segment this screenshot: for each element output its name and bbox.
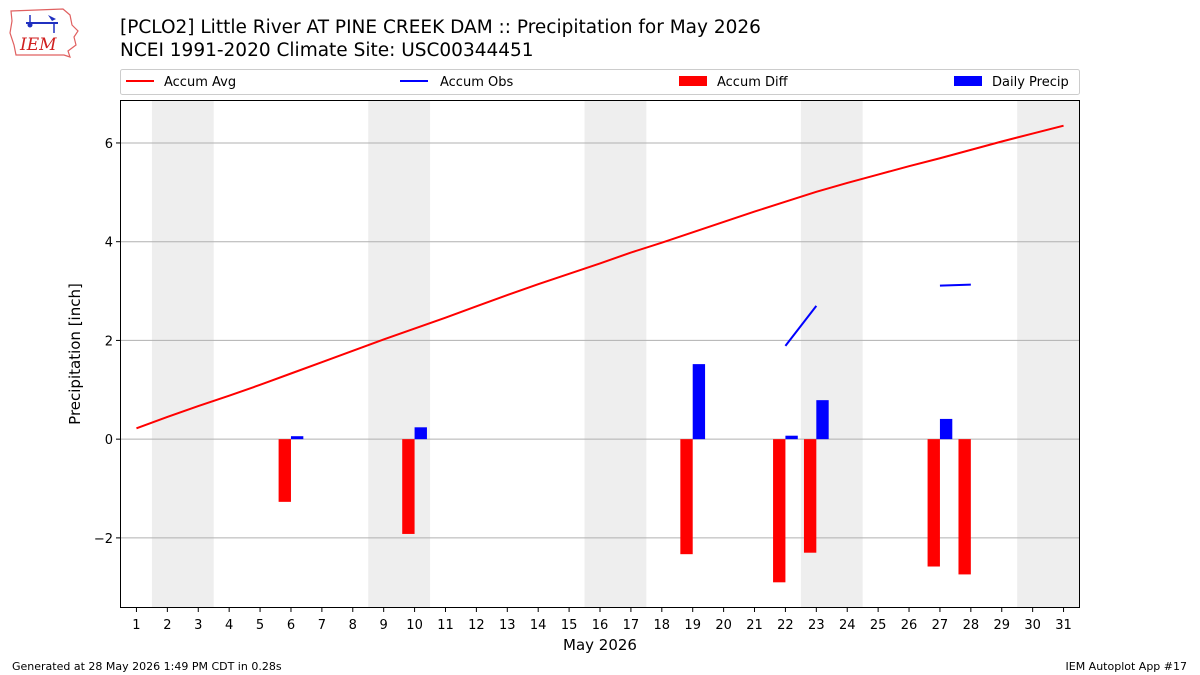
x-tick-label: 13 [499, 618, 516, 633]
daily-precip-bar [414, 427, 427, 440]
x-tick-label: 16 [592, 618, 609, 633]
weekend-shade-band [584, 101, 647, 607]
chart-title: [PCLO2] Little River AT PINE CREEK DAM :… [120, 17, 761, 38]
daily-precip-bar [785, 435, 798, 440]
accum-diff-bar [958, 439, 971, 575]
accum-diff-bar [927, 439, 940, 567]
x-tick-label: 25 [870, 618, 887, 633]
bars [278, 364, 971, 583]
accum-diff-bar [680, 439, 693, 555]
legend-swatch-daily-precip [954, 76, 982, 86]
x-tick-label: 10 [406, 618, 423, 633]
daily-precip-bar [939, 418, 953, 440]
x-tick-label: 27 [932, 618, 949, 633]
legend-label-accum-avg: Accum Avg [164, 75, 236, 90]
x-ticks: 1 2 3 4 5 6 7 8 9 10 11 12 13 14 15 16 17 18 19 20 21 22 23 24 2… [132, 607, 1072, 633]
iowa-outline-icon [9, 8, 79, 58]
legend-label-accum-obs: Accum Obs [440, 75, 513, 90]
x-tick-label: 18 [654, 618, 671, 633]
weekend-shade-band [1017, 101, 1079, 607]
x-tick-label: 17 [623, 618, 640, 633]
logo-text: IEM [19, 35, 57, 55]
weekend-shade-band [368, 101, 431, 607]
x-tick-label: 21 [746, 618, 763, 633]
x-tick-label: 6 [287, 618, 295, 633]
chart-subtitle: NCEI 1991-2020 Climate Site: USC00344451 [120, 40, 534, 61]
legend-label-daily-precip: Daily Precip [992, 75, 1069, 90]
weekend-shade-band [151, 101, 214, 607]
x-tick-label: 7 [318, 618, 326, 633]
daily-precip-bar [692, 364, 706, 440]
x-axis-label: May 2026 [563, 636, 637, 654]
daily-precip-bar [816, 400, 829, 440]
x-tick-label: 8 [349, 618, 357, 633]
legend-label-accum-diff: Accum Diff [717, 75, 789, 90]
lines [136, 124, 1064, 430]
accum-diff-bar [278, 439, 291, 502]
daily-precip-bar [290, 436, 304, 440]
accum-diff-bar [803, 439, 817, 553]
x-tick-label: 11 [437, 618, 454, 633]
y-tick-label: 4 [105, 236, 113, 251]
iem-logo: IEM [9, 8, 79, 58]
x-tick-label: 30 [1024, 618, 1041, 633]
x-tick-label: 14 [530, 618, 547, 633]
accum-obs-line [784, 305, 818, 347]
footer-app-label: IEM Autoplot App #17 [1065, 660, 1188, 673]
y-ticks: −2 0 2 4 6 [94, 137, 121, 547]
y-tick-label: 6 [105, 137, 113, 152]
x-tick-label: 22 [777, 618, 794, 633]
accum-avg-line [136, 124, 1064, 430]
x-tick-label: 12 [468, 618, 485, 633]
x-tick-label: 2 [163, 618, 171, 633]
x-tick-label: 26 [901, 618, 918, 633]
legend: Accum Avg Accum Obs Accum Diff Daily Pre… [120, 69, 1080, 95]
legend-frame [120, 69, 1080, 95]
x-tick-label: 23 [808, 618, 825, 633]
x-tick-label: 19 [684, 618, 701, 633]
x-tick-label: 15 [561, 618, 578, 633]
accum-obs-line [939, 283, 971, 287]
y-tick-label: −2 [94, 532, 113, 547]
y-tick-label: 0 [105, 433, 113, 448]
y-tick-label: 2 [105, 334, 113, 349]
x-tick-label: 24 [839, 618, 856, 633]
x-tick-label: 29 [993, 618, 1010, 633]
weekend-shading [151, 101, 1079, 607]
x-tick-label: 4 [225, 618, 233, 633]
legend-swatch-accum-diff [679, 76, 707, 86]
y-axis-label: Precipitation [inch] [66, 283, 84, 425]
x-tick-label: 1 [132, 618, 140, 633]
x-tick-label: 3 [194, 618, 202, 633]
accum-diff-bar [773, 439, 786, 583]
x-tick-label: 28 [963, 618, 980, 633]
footer-generated-text: Generated at 28 May 2026 1:49 PM CDT in … [12, 660, 282, 673]
x-tick-label: 9 [380, 618, 388, 633]
accum-diff-bar [402, 439, 415, 534]
x-tick-label: 5 [256, 618, 264, 633]
x-tick-label: 20 [715, 618, 732, 633]
x-tick-label: 31 [1055, 618, 1072, 633]
